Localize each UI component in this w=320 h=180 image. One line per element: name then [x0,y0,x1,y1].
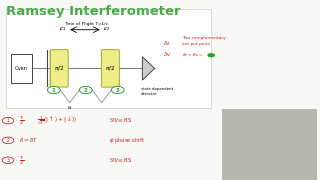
Text: $\delta\nu$: $\delta\nu$ [163,50,171,58]
Text: $\delta\varepsilon$: $\delta\varepsilon$ [163,39,171,47]
Text: $\frac{1}{\sqrt{2}}(|{\uparrow}\rangle+|{\downarrow}\rangle)$: $\frac{1}{\sqrt{2}}(|{\uparrow}\rangle+|… [37,114,77,127]
Text: $\frac{\tau}{2}$: $\frac{\tau}{2}$ [19,154,24,167]
Text: $\phi$ phase shift: $\phi$ phase shift [109,136,145,145]
Text: $\pi/2$: $\pi/2$ [54,64,64,72]
Text: $\theta_L$: $\theta_L$ [67,104,73,112]
FancyBboxPatch shape [11,54,32,83]
Text: $\pi/2$: $\pi/2$ [105,64,116,72]
Text: Time of Flight T=L/v: Time of Flight T=L/v [64,22,108,26]
FancyBboxPatch shape [222,109,317,180]
Text: Two complementary: Two complementary [182,36,226,40]
Text: Ramsey Interferometer: Ramsey Interferometer [6,5,181,18]
Circle shape [2,137,14,144]
FancyBboxPatch shape [101,50,119,87]
Circle shape [207,53,215,57]
Text: 3: 3 [6,158,10,163]
Text: $\delta = \delta T$: $\delta = \delta T$ [19,136,38,144]
Text: $\frac{\tau}{2}$: $\frac{\tau}{2}$ [19,114,24,127]
Circle shape [2,157,14,163]
Text: iZ2: iZ2 [104,27,110,31]
Text: 1: 1 [6,118,10,123]
Text: 1: 1 [52,87,56,93]
FancyBboxPatch shape [6,9,211,108]
Text: Oven: Oven [15,66,28,71]
FancyBboxPatch shape [50,50,68,87]
Circle shape [79,86,92,94]
Circle shape [111,86,124,94]
Text: state dependent
detector: state dependent detector [141,87,173,96]
Circle shape [2,117,14,124]
Text: 2: 2 [6,138,10,143]
Text: $\delta\varepsilon + \delta\nu$ =: $\delta\varepsilon + \delta\nu$ = [182,51,204,58]
Text: $50/_{50}$ BS: $50/_{50}$ BS [109,156,132,165]
Text: $50/_{50}$ BS: $50/_{50}$ BS [109,116,132,125]
Text: out put ports: out put ports [182,42,211,46]
Polygon shape [142,57,155,80]
Text: iZ1: iZ1 [59,27,66,31]
Circle shape [47,86,60,94]
Text: 3: 3 [116,87,120,93]
Text: 2: 2 [84,87,88,93]
